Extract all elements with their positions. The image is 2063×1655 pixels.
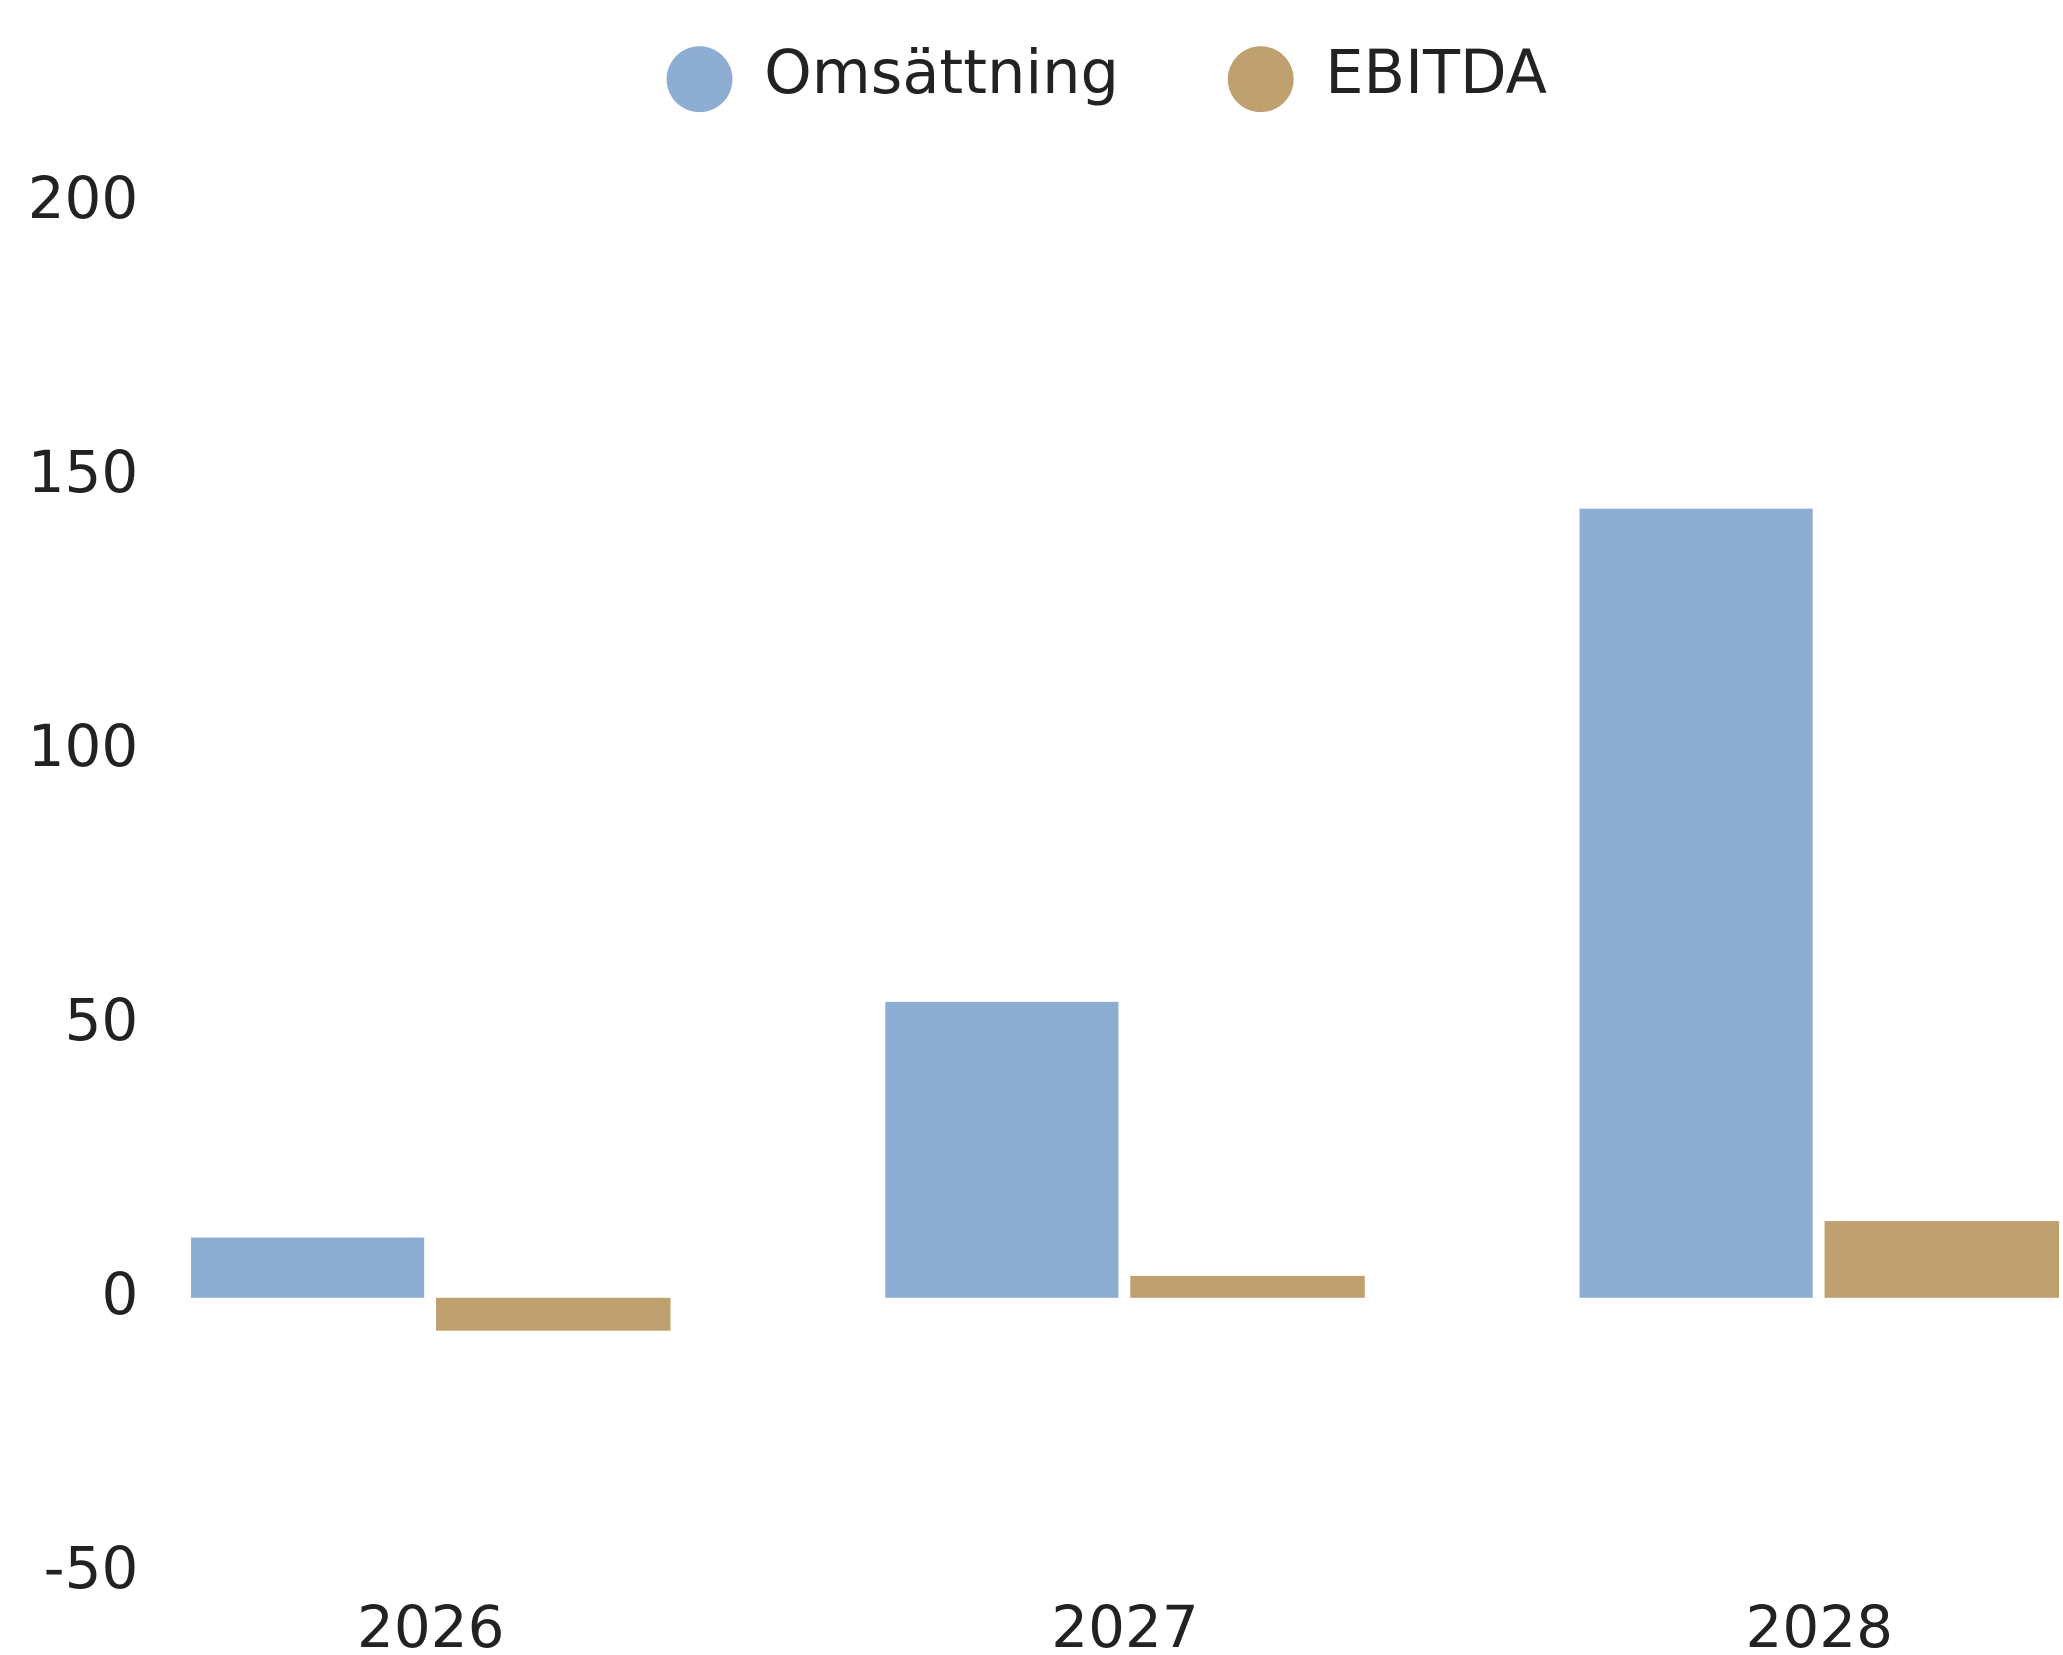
bar — [885, 1001, 1119, 1298]
bar — [1579, 508, 1813, 1298]
y-tick-label: 100 — [28, 712, 139, 780]
y-tick-label: 50 — [65, 986, 139, 1054]
legend-label: EBITDA — [1325, 38, 1547, 108]
bar — [436, 1297, 671, 1331]
bar — [191, 1237, 425, 1298]
y-tick-label: 0 — [101, 1260, 138, 1328]
y-tick-label: -50 — [44, 1534, 139, 1602]
x-tick-label: 2027 — [1051, 1593, 1199, 1655]
legend-label: Omsättning — [764, 38, 1119, 108]
legend-swatch — [666, 46, 733, 113]
bar — [1130, 1275, 1365, 1298]
legend-swatch — [1227, 46, 1294, 113]
x-tick-label: 2026 — [357, 1593, 505, 1655]
y-tick-label: 150 — [28, 438, 139, 506]
x-tick-label: 2028 — [1746, 1593, 1894, 1655]
bar — [1824, 1221, 2060, 1298]
y-tick-label: 200 — [28, 164, 139, 232]
